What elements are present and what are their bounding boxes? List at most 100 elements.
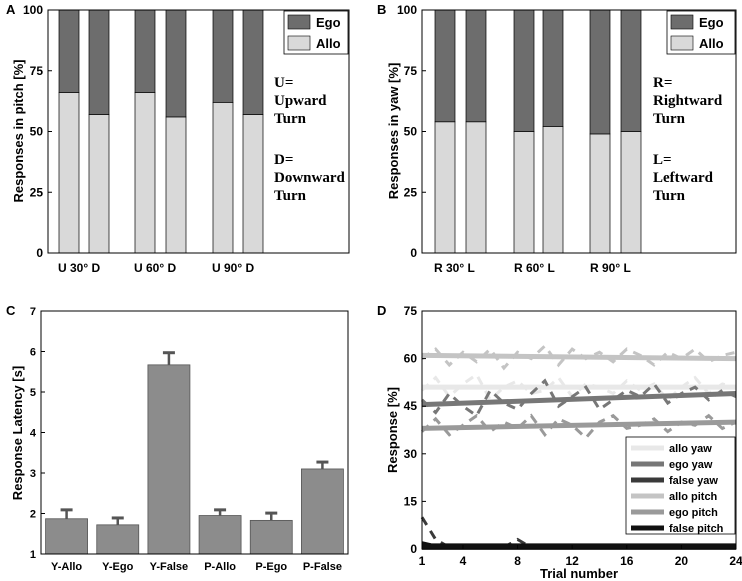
panel-a-annotation: U= Upward Turn D= Downward Turn [274, 75, 345, 204]
xtick-label: Y-False [150, 561, 189, 573]
panel-a-bars [58, 9, 264, 254]
panel-a-legend-swatch-ego [287, 14, 311, 30]
panel-b-annotation-line: Leftward [653, 170, 714, 186]
xtick-label: P-Allo [204, 561, 236, 573]
trend-line-ego-pitch [421, 419, 737, 431]
panel-d-xticks: 1 4 8 12 16 20 24 [419, 545, 742, 568]
legend-entry: false pitch [669, 523, 724, 535]
panel-d-xlabel: Trial number [540, 566, 618, 581]
xtick-label: 4 [460, 554, 467, 568]
allo-bar-segment [542, 126, 564, 254]
ego-bar-segment [434, 9, 456, 123]
xtick-label: P-False [303, 561, 342, 573]
latency-bar [198, 515, 242, 555]
panel-d-ylabel: Response [%] [385, 387, 400, 473]
panel-d-chart: 0 15 30 45 60 75 1 4 8 12 16 20 24 Response [%] Tri… [385, 304, 742, 581]
panel-a-annotation-line: D= [274, 152, 293, 168]
ego-bar-segment [589, 9, 611, 135]
panel-b-legend-swatch-allo [670, 35, 694, 51]
panel-a-yticks: 0 25 50 75 100 [23, 3, 52, 260]
legend-entry: allo yaw [669, 443, 712, 455]
panel-a-chart: 0 25 50 75 100 U 30° D U 60° D U 90° D Respo… [11, 3, 350, 275]
ytick-label: 2 [30, 509, 36, 521]
allo-bar-segment [88, 114, 110, 254]
panel-b-annotation-line: Rightward [653, 93, 723, 109]
ytick-label: 0 [410, 246, 417, 260]
legend-entry: false yaw [669, 475, 718, 487]
ytick-label: 50 [30, 125, 44, 139]
ytick-label: 6 [30, 347, 36, 359]
ego-bar-segment [134, 9, 156, 93]
panel-a-annotation-line: Downward [274, 170, 345, 186]
panel-b-annotation-line: L= [653, 152, 672, 168]
ego-bar-segment [165, 9, 187, 118]
ytick-label: 1 [30, 549, 36, 561]
panel-d-legend-box [625, 436, 736, 535]
panel-letter-c: C [6, 303, 16, 318]
ego-bar-segment [620, 9, 642, 132]
xtick-label: 1 [419, 554, 426, 568]
ytick-label: 0 [36, 246, 43, 260]
legend-entry: ego pitch [669, 507, 718, 519]
panel-a-xticks: U 30° D U 60° D U 90° D [58, 261, 254, 275]
allo-bar-segment [620, 131, 642, 254]
panel-b-legend-ego: Ego [699, 15, 724, 30]
xtick-label: Y-Allo [51, 561, 82, 573]
panel-b-annotation-line: Turn [653, 111, 686, 127]
xtick-label: 8 [514, 554, 521, 568]
panel-c-ylabel: Response Latency [s] [10, 366, 25, 500]
panel-b-xtick: R 60° L [514, 261, 555, 275]
panel-d-legend: allo yaw ego yaw false yaw allo pitch ego pi… [625, 436, 736, 535]
panel-b-legend-allo: Allo [699, 36, 724, 51]
ego-bar-segment [58, 9, 80, 93]
panel-b-xtick: R 30° L [434, 261, 475, 275]
panel-a-legend-allo: Allo [316, 36, 341, 51]
allo-bar-segment [513, 131, 535, 254]
panel-b-ylabel: Responses in yaw [%] [386, 63, 401, 200]
allo-bar-segment [58, 92, 80, 254]
allo-bar-segment [134, 92, 156, 254]
legend-entry: ego yaw [669, 459, 713, 471]
ego-bar-segment [242, 9, 264, 115]
xtick-label: P-Ego [255, 561, 287, 573]
latency-bar [249, 519, 293, 555]
latency-bar [301, 468, 344, 555]
panel-a-annotation-line: Turn [274, 188, 307, 204]
panel-b-chart: 0 25 50 75 100 R 30° L R 60° L R 90° L Respo… [386, 3, 737, 275]
ytick-label: 5 [30, 387, 36, 399]
allo-bar-segment [212, 101, 234, 254]
ego-bar-segment [513, 9, 535, 132]
panel-a-legend-swatch-allo [287, 35, 311, 51]
panel-b-legend: Ego Allo [666, 10, 736, 55]
xtick-label: 20 [675, 554, 689, 568]
xtick-label: 24 [729, 554, 742, 568]
ytick-label: 25 [30, 185, 44, 199]
ego-bar-segment [212, 9, 234, 103]
panel-a-ylabel: Responses in pitch [%] [11, 59, 26, 202]
xtick-label: 16 [620, 554, 634, 568]
panel-a-xtick: U 90° D [212, 261, 254, 275]
allo-bar-segment [434, 121, 456, 254]
panel-a-xtick: U 30° D [58, 261, 100, 275]
ytick-label: 7 [30, 306, 36, 318]
ego-bar-segment [542, 9, 564, 127]
ytick-label: 45 [404, 399, 418, 413]
panel-b-bars [434, 9, 642, 254]
panel-c-xticks: Y-Allo Y-Ego Y-False P-Allo P-Ego P-False [51, 561, 342, 573]
panel-a-legend-ego: Ego [316, 15, 341, 30]
panel-d-lines [420, 343, 737, 550]
panel-letter-d: D [377, 303, 386, 318]
ytick-label: 75 [404, 64, 418, 78]
allo-bar-segment [165, 116, 187, 254]
ytick-label: 30 [404, 447, 418, 461]
panel-letter-a: A [6, 2, 16, 17]
panel-d-yticks: 0 15 30 45 60 75 [404, 304, 426, 556]
xtick-label: 12 [565, 554, 579, 568]
panel-a-annotation-line: U= [274, 75, 293, 91]
latency-bar [147, 364, 191, 555]
panel-b-annotation-line: Turn [653, 188, 686, 204]
trend-line-ego-yaw [421, 391, 737, 408]
legend-entry: allo pitch [669, 491, 718, 503]
ego-bar-segment [465, 9, 487, 123]
